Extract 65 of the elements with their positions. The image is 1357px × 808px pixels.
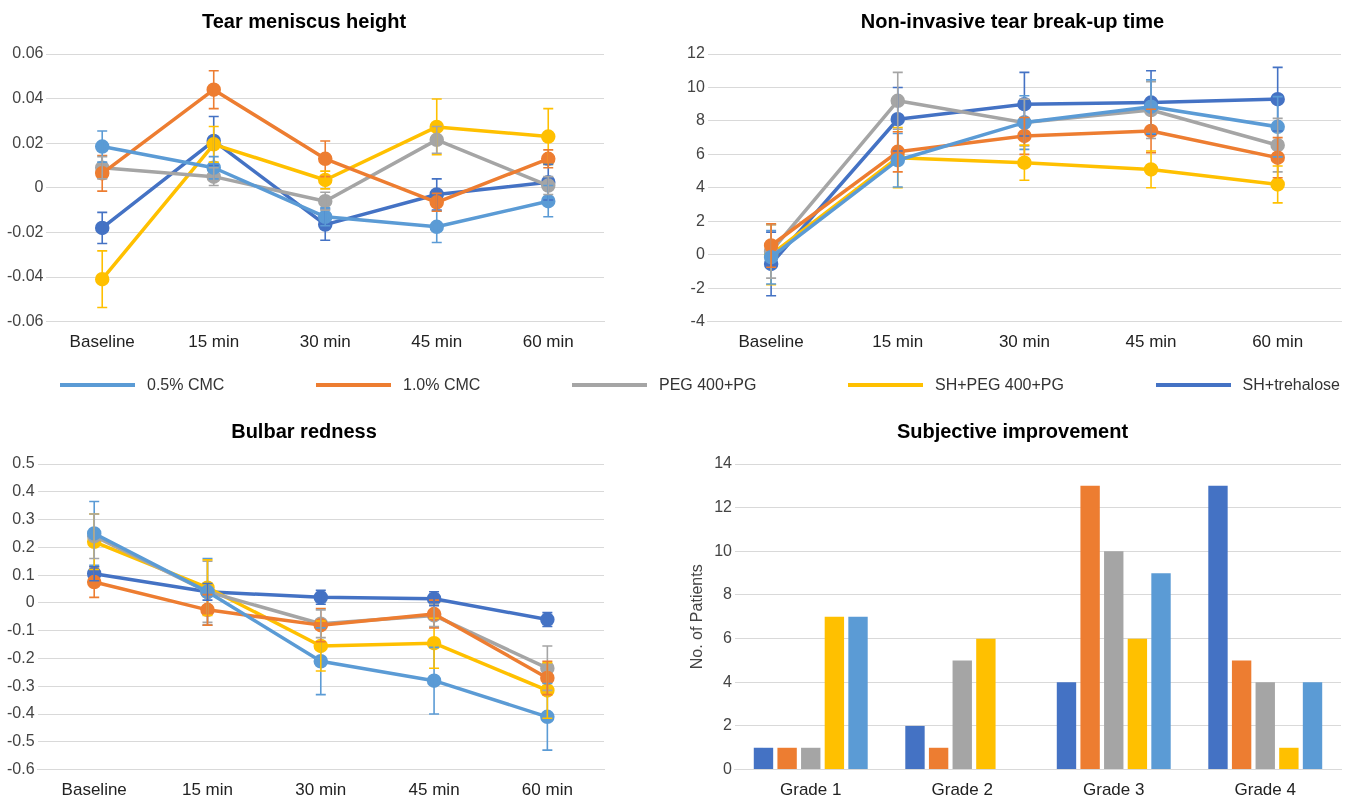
x-tick-label: 30 min: [299, 332, 351, 352]
x-tick-label: 30 min: [295, 780, 347, 800]
y-tick-label: -0.04: [7, 267, 44, 285]
x-tick-label: 15 min: [181, 780, 234, 800]
y-tick-label: 8: [695, 111, 705, 129]
y-tick-label: 0: [695, 245, 705, 263]
x-tick-label: Baseline: [69, 332, 135, 352]
y-tick-label: 0.5: [12, 454, 35, 472]
legend-label: 0.5% CMC: [147, 376, 225, 394]
x-tick-label: 60 min: [1252, 332, 1304, 352]
y-tick-label: -0.3: [6, 676, 35, 694]
y-tick-label: 0: [34, 178, 44, 196]
y-tick-label: 0.4: [12, 482, 35, 500]
y-tick-label: 2: [695, 211, 705, 229]
y-tick-label: -0.1: [6, 621, 35, 639]
x-tick-label: Grade 4: [1234, 780, 1296, 800]
x-tick-label: 45 min: [408, 780, 460, 800]
y-tick-label: -0.5: [6, 732, 35, 750]
y-tick-label: 14: [714, 454, 733, 472]
y-tick-label: -0.6: [6, 760, 35, 778]
legend-label: 1.0% CMC: [402, 376, 481, 394]
x-tick-label: 45 min: [1125, 332, 1177, 352]
y-tick-label: 12: [714, 498, 733, 516]
y-tick-label: -0.2: [6, 648, 35, 666]
x-tick-label: Baseline: [738, 332, 804, 352]
x-tick-label: Baseline: [61, 780, 127, 800]
y-tick-label: 4: [695, 178, 705, 196]
y-tick-label: 6: [723, 629, 733, 647]
y-tick-label: -4: [690, 312, 705, 330]
y-tick-label: 0.1: [12, 565, 35, 583]
y-tick-label: 0: [723, 760, 733, 778]
y-axis-title: No. of Patients: [688, 564, 706, 670]
legend-label: PEG 400+PG: [658, 376, 757, 394]
chart-title: Non-invasive tear break-up time: [860, 9, 1165, 32]
legend-label: SH+PEG 400+PG: [934, 376, 1064, 394]
y-tick-label: 4: [723, 672, 733, 690]
y-tick-label: 10: [687, 77, 705, 95]
y-tick-label: 12: [687, 44, 705, 62]
y-tick-label: 0.02: [12, 133, 44, 151]
x-tick-label: 15 min: [188, 332, 240, 352]
y-tick-label: 10: [714, 541, 733, 559]
y-tick-label: 0: [25, 593, 35, 611]
chart-title: Bulbar redness: [231, 419, 377, 442]
y-tick-label: 0.06: [12, 44, 44, 62]
y-tick-label: -2: [690, 278, 705, 296]
y-tick-label: 0.3: [12, 509, 35, 527]
y-tick-label: 0.2: [12, 537, 35, 555]
legend-label: SH+trehalose: [1242, 376, 1340, 394]
x-tick-label: 60 min: [521, 780, 573, 800]
x-tick-label: Grade 1: [780, 780, 842, 800]
x-tick-label: 60 min: [522, 332, 574, 352]
y-tick-label: 0.04: [12, 89, 44, 107]
y-tick-label: 8: [723, 585, 733, 603]
x-tick-label: Grade 3: [1083, 780, 1145, 800]
x-tick-label: 30 min: [998, 332, 1050, 352]
y-tick-label: -0.4: [6, 704, 35, 722]
y-tick-label: 6: [695, 144, 705, 162]
x-tick-label: Grade 2: [931, 780, 993, 800]
chart-title: Subjective improvement: [896, 419, 1129, 442]
x-tick-label: 45 min: [411, 332, 463, 352]
y-tick-label: 2: [723, 716, 733, 734]
x-tick-label: 15 min: [872, 332, 924, 352]
chart-title: Tear meniscus height: [201, 9, 407, 32]
y-tick-label: -0.06: [7, 312, 44, 330]
y-tick-label: -0.02: [7, 222, 44, 240]
